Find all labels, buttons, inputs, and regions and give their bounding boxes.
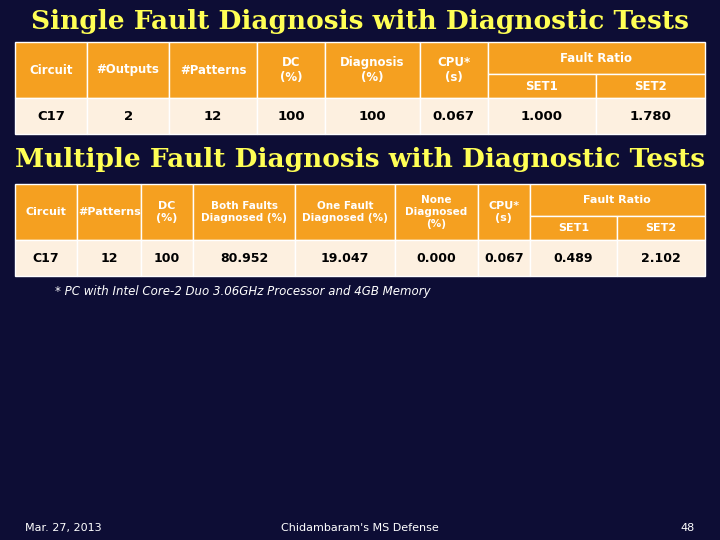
Bar (487, 42, 705, 74)
Bar (487, 98, 596, 134)
Text: SET2: SET2 (634, 79, 667, 92)
Bar (15, 98, 87, 134)
Text: Chidambaram's MS Defense: Chidambaram's MS Defense (281, 523, 439, 533)
Text: 0.000: 0.000 (417, 252, 456, 265)
Bar (530, 216, 617, 240)
Bar (141, 240, 193, 276)
Text: Fault Ratio: Fault Ratio (560, 51, 632, 64)
Text: #Patterns: #Patterns (78, 207, 140, 217)
Text: SET2: SET2 (646, 223, 677, 233)
Text: Diagnosis
(%): Diagnosis (%) (340, 56, 405, 84)
Text: 48: 48 (680, 523, 695, 533)
Text: SET1: SET1 (558, 223, 589, 233)
Text: 1.780: 1.780 (629, 110, 672, 123)
Bar (596, 74, 705, 98)
Text: C17: C17 (37, 110, 66, 123)
Bar (295, 184, 395, 240)
Text: #Patterns: #Patterns (180, 64, 246, 77)
Text: Circuit: Circuit (26, 207, 66, 217)
Text: 12: 12 (100, 252, 118, 265)
Bar (325, 98, 420, 134)
Text: 19.047: 19.047 (321, 252, 369, 265)
Bar (15, 240, 77, 276)
Text: 100: 100 (154, 252, 180, 265)
Bar (87, 98, 169, 134)
Text: 0.067: 0.067 (433, 110, 475, 123)
Bar (77, 184, 141, 240)
Bar (325, 42, 420, 98)
Bar (295, 240, 395, 276)
Text: 2.102: 2.102 (642, 252, 681, 265)
Text: Mar. 27, 2013: Mar. 27, 2013 (25, 523, 102, 533)
Text: SET1: SET1 (526, 79, 558, 92)
Bar (169, 98, 257, 134)
Text: Circuit: Circuit (30, 64, 73, 77)
Text: Single Fault Diagnosis with Diagnostic Tests: Single Fault Diagnosis with Diagnostic T… (31, 10, 689, 35)
Text: 100: 100 (277, 110, 305, 123)
Text: 80.952: 80.952 (220, 252, 269, 265)
Bar (77, 240, 141, 276)
Bar (257, 98, 325, 134)
Bar (395, 240, 478, 276)
Text: CPU*
(s): CPU* (s) (437, 56, 470, 84)
Bar (530, 184, 705, 216)
Text: 100: 100 (359, 110, 386, 123)
Text: DC
(%): DC (%) (280, 56, 302, 84)
Bar (15, 184, 77, 240)
Bar (15, 42, 87, 98)
Bar (193, 184, 295, 240)
Text: 0.489: 0.489 (554, 252, 593, 265)
Text: C17: C17 (32, 252, 59, 265)
Bar (193, 240, 295, 276)
Text: #Outputs: #Outputs (96, 64, 160, 77)
Text: 1.000: 1.000 (521, 110, 563, 123)
Bar (141, 184, 193, 240)
Text: One Fault
Diagnosed (%): One Fault Diagnosed (%) (302, 201, 388, 223)
Bar (87, 42, 169, 98)
Text: Both Faults
Diagnosed (%): Both Faults Diagnosed (%) (201, 201, 287, 223)
Bar (617, 240, 705, 276)
Text: None
Diagnosed
(%): None Diagnosed (%) (405, 195, 468, 228)
Text: CPU*
(s): CPU* (s) (488, 201, 519, 223)
Bar (487, 74, 596, 98)
Bar (257, 42, 325, 98)
Bar (596, 98, 705, 134)
Bar (617, 216, 705, 240)
Text: Fault Ratio: Fault Ratio (583, 195, 652, 205)
Text: Multiple Fault Diagnosis with Diagnostic Tests: Multiple Fault Diagnosis with Diagnostic… (15, 147, 705, 172)
Text: 0.067: 0.067 (484, 252, 523, 265)
Bar (478, 184, 530, 240)
Bar (395, 184, 478, 240)
Bar (420, 42, 487, 98)
Bar (420, 98, 487, 134)
Bar (169, 42, 257, 98)
Bar (530, 240, 617, 276)
Bar (478, 240, 530, 276)
Text: 12: 12 (204, 110, 222, 123)
Text: * PC with Intel Core-2 Duo 3.06GHz Processor and 4GB Memory: * PC with Intel Core-2 Duo 3.06GHz Proce… (55, 286, 431, 299)
Text: 2: 2 (124, 110, 132, 123)
Text: DC
(%): DC (%) (156, 201, 178, 223)
